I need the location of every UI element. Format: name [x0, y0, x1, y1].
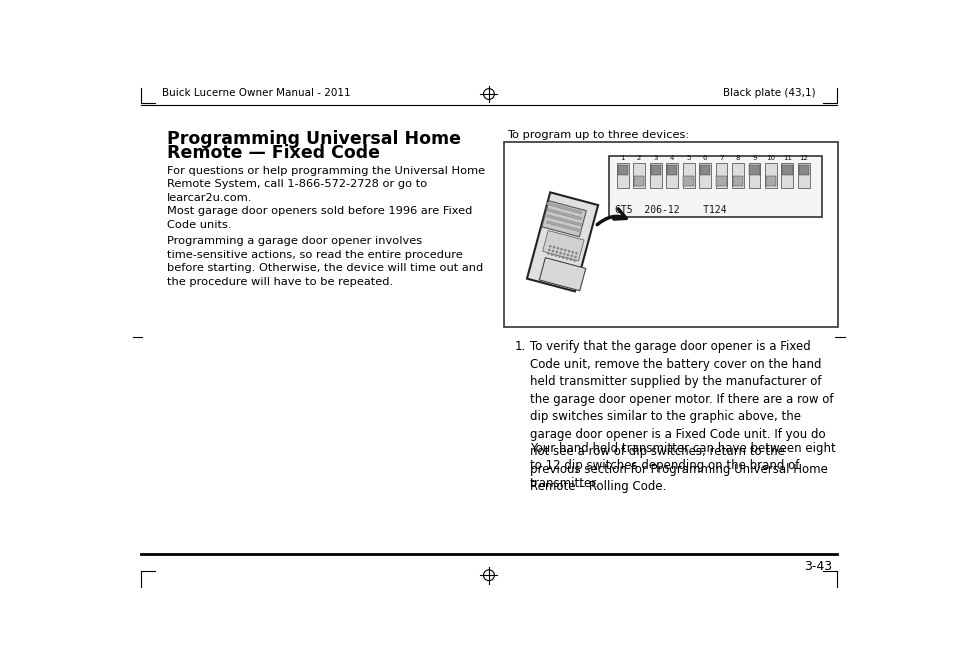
Text: 7: 7 [719, 155, 723, 161]
Circle shape [555, 255, 556, 257]
Text: 3-43: 3-43 [803, 560, 831, 573]
Circle shape [557, 248, 558, 249]
Text: 9: 9 [751, 155, 756, 161]
Bar [634, 176, 643, 186]
Bar [699, 163, 710, 188]
Bar [617, 165, 627, 175]
Polygon shape [546, 214, 581, 226]
Text: Programming a garage door opener involves
time-sensitive actions, so read the en: Programming a garage door opener involve… [167, 236, 483, 287]
Bar [716, 176, 726, 186]
Text: 5: 5 [686, 155, 690, 161]
Bar [748, 165, 759, 175]
Text: 2: 2 [637, 155, 640, 161]
Text: 3: 3 [653, 155, 658, 161]
Text: To verify that the garage door opener is a Fixed
Code unit, remove the battery c: To verify that the garage door opener is… [530, 341, 833, 494]
Polygon shape [541, 201, 586, 236]
Text: 6: 6 [702, 155, 706, 161]
Polygon shape [546, 208, 581, 220]
Bar [732, 176, 742, 186]
Text: CT5  206-12    T124: CT5 206-12 T124 [615, 205, 726, 215]
Circle shape [553, 246, 554, 248]
Circle shape [560, 248, 561, 250]
Circle shape [548, 249, 549, 250]
Bar [666, 165, 677, 175]
Text: Black plate (43,1): Black plate (43,1) [722, 88, 815, 98]
Bar [633, 163, 644, 188]
Circle shape [566, 258, 567, 259]
Circle shape [572, 252, 573, 253]
Circle shape [559, 253, 560, 254]
Text: Your hand held transmitter can have between eight
to 12 dip switches depending o: Your hand held transmitter can have betw… [530, 442, 835, 490]
Text: 12: 12 [799, 155, 807, 161]
Circle shape [575, 257, 576, 258]
Polygon shape [526, 192, 598, 291]
Bar [682, 176, 693, 186]
Bar [650, 165, 660, 175]
Bar [700, 165, 709, 175]
Text: Remote — Fixed Code: Remote — Fixed Code [167, 144, 380, 162]
Bar [682, 163, 694, 188]
Bar [665, 163, 678, 188]
Text: 1.: 1. [514, 341, 525, 353]
Bar [731, 163, 743, 188]
Bar [797, 163, 809, 188]
Bar [798, 165, 808, 175]
Bar [617, 163, 628, 188]
Text: For questions or help programming the Universal Home
Remote System, call 1-866-5: For questions or help programming the Un… [167, 166, 485, 203]
Text: Most garage door openers sold before 1996 are Fixed
Code units.: Most garage door openers sold before 199… [167, 206, 472, 230]
Circle shape [549, 246, 551, 247]
Circle shape [556, 251, 557, 253]
Text: Programming Universal Home: Programming Universal Home [167, 130, 461, 148]
Text: 1: 1 [619, 155, 624, 161]
Circle shape [570, 259, 571, 261]
Polygon shape [538, 258, 585, 291]
Bar [608, 156, 821, 217]
Bar [649, 163, 660, 188]
Circle shape [562, 257, 563, 259]
Circle shape [576, 253, 577, 254]
Bar [781, 165, 792, 175]
Circle shape [574, 260, 575, 261]
Text: 4: 4 [669, 155, 674, 161]
Text: Buick Lucerne Owner Manual - 2011: Buick Lucerne Owner Manual - 2011 [162, 88, 350, 98]
Circle shape [558, 256, 559, 257]
Bar [748, 163, 760, 188]
Circle shape [547, 253, 548, 255]
Circle shape [552, 250, 553, 252]
Bar [765, 176, 776, 186]
Bar [715, 163, 727, 188]
Bar [781, 163, 793, 188]
Circle shape [568, 250, 569, 252]
Polygon shape [542, 230, 583, 261]
Circle shape [563, 253, 564, 255]
Polygon shape [546, 202, 581, 214]
Text: 11: 11 [782, 155, 791, 161]
Text: To program up to three devices:: To program up to three devices: [506, 130, 688, 140]
Circle shape [571, 255, 572, 257]
Bar [504, 142, 837, 327]
Circle shape [564, 250, 565, 251]
Text: 8: 8 [735, 155, 740, 161]
Circle shape [567, 255, 568, 256]
Text: 10: 10 [765, 155, 775, 161]
Polygon shape [546, 220, 581, 232]
Bar [764, 163, 776, 188]
Circle shape [551, 254, 552, 255]
